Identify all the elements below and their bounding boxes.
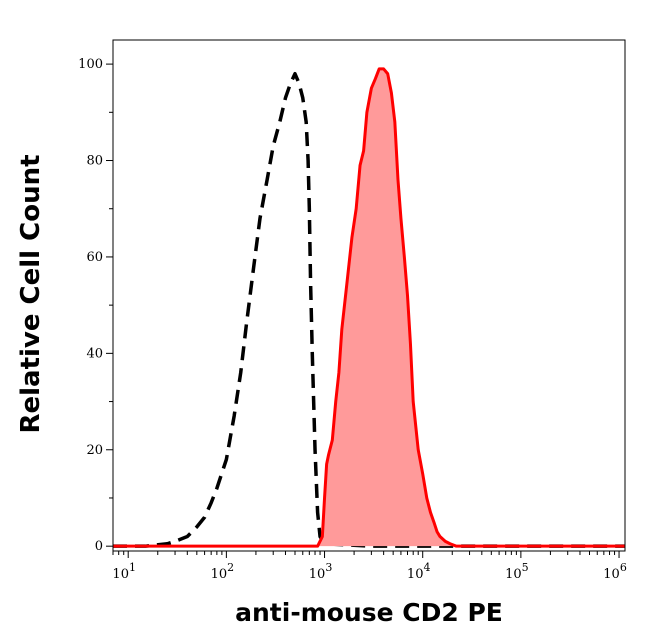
x-tick-label-0: 101 bbox=[112, 561, 136, 582]
y-tick-label-1: 20 bbox=[86, 443, 103, 458]
x-tick-label-3: 104 bbox=[407, 561, 431, 582]
y-axis-title: Relative Cell Count bbox=[16, 154, 46, 433]
y-tick-label-5: 100 bbox=[78, 57, 103, 72]
axis-layer: 0 20 40 60 80 100 101 102 103 104 105 106 bbox=[78, 57, 627, 582]
x-axis-title: anti-mouse CD2 PE bbox=[235, 598, 503, 627]
x-tick-label-5: 106 bbox=[603, 561, 627, 582]
plot-layer bbox=[113, 67, 625, 548]
series-0-line bbox=[113, 72, 625, 548]
y-tick-label-4: 80 bbox=[86, 154, 103, 169]
series-1-fill bbox=[113, 68, 625, 547]
x-tick-label-2: 103 bbox=[309, 561, 333, 582]
x-tick-label-4: 105 bbox=[505, 561, 529, 582]
y-tick-label-2: 40 bbox=[86, 346, 103, 361]
y-tick-label-3: 60 bbox=[86, 250, 103, 265]
series-1-line bbox=[113, 67, 625, 548]
plot-frame bbox=[112, 39, 626, 552]
y-tick-label-0: 0 bbox=[95, 539, 103, 554]
x-tick-label-1: 102 bbox=[211, 561, 235, 582]
